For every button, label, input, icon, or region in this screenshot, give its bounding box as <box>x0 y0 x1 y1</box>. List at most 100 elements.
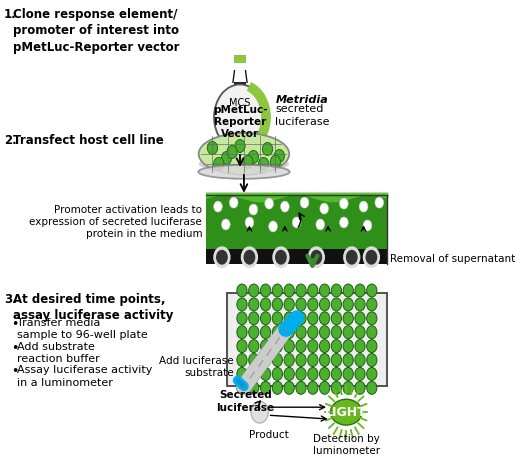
Circle shape <box>270 155 281 168</box>
Circle shape <box>331 298 341 311</box>
Circle shape <box>296 353 306 366</box>
Circle shape <box>249 353 259 366</box>
Circle shape <box>331 284 341 297</box>
Circle shape <box>343 326 353 339</box>
Circle shape <box>343 298 353 311</box>
Circle shape <box>355 326 365 339</box>
Circle shape <box>272 367 283 380</box>
Circle shape <box>339 217 348 228</box>
Circle shape <box>248 151 259 164</box>
Circle shape <box>307 246 325 268</box>
Circle shape <box>237 382 247 394</box>
Circle shape <box>249 367 259 380</box>
Circle shape <box>249 312 259 325</box>
Text: Metridia: Metridia <box>276 95 328 105</box>
Circle shape <box>331 353 341 366</box>
Circle shape <box>363 220 372 231</box>
Circle shape <box>355 340 365 353</box>
Circle shape <box>229 197 238 208</box>
Bar <box>234 82 246 91</box>
Circle shape <box>261 382 271 394</box>
Text: At desired time points,
assay luciferase activity: At desired time points, assay luciferase… <box>13 293 174 322</box>
Circle shape <box>359 201 368 212</box>
Text: Add luciferase
substrate: Add luciferase substrate <box>159 356 234 378</box>
Circle shape <box>263 142 272 155</box>
Circle shape <box>307 382 318 394</box>
Circle shape <box>249 284 259 297</box>
Text: •: • <box>11 365 19 378</box>
Circle shape <box>319 382 330 394</box>
Circle shape <box>320 203 329 214</box>
Circle shape <box>249 326 259 339</box>
Text: Removal of supernatant: Removal of supernatant <box>389 254 515 264</box>
Circle shape <box>237 326 247 339</box>
Ellipse shape <box>331 399 362 425</box>
Text: Product: Product <box>249 430 289 440</box>
Circle shape <box>284 367 294 380</box>
Circle shape <box>254 404 261 412</box>
Circle shape <box>296 340 306 353</box>
Ellipse shape <box>199 133 289 175</box>
Circle shape <box>284 353 294 366</box>
Circle shape <box>346 250 357 265</box>
Ellipse shape <box>199 155 289 173</box>
Text: Detection by
luminometer: Detection by luminometer <box>313 434 380 456</box>
Circle shape <box>241 246 258 268</box>
Circle shape <box>367 298 377 311</box>
Text: pMetLuc-
Reporter
Vector: pMetLuc- Reporter Vector <box>213 105 267 139</box>
Circle shape <box>249 382 259 394</box>
Circle shape <box>343 367 353 380</box>
FancyBboxPatch shape <box>227 293 387 386</box>
Circle shape <box>272 382 283 394</box>
Circle shape <box>307 326 318 339</box>
Circle shape <box>296 326 306 339</box>
Circle shape <box>259 158 269 170</box>
Circle shape <box>296 382 306 394</box>
Circle shape <box>272 326 283 339</box>
Circle shape <box>367 326 377 339</box>
Circle shape <box>237 353 247 366</box>
Circle shape <box>216 250 228 265</box>
Text: •: • <box>11 318 19 331</box>
Circle shape <box>355 312 365 325</box>
Circle shape <box>339 198 348 209</box>
Circle shape <box>261 340 271 353</box>
Circle shape <box>251 401 268 423</box>
Circle shape <box>284 326 294 339</box>
Circle shape <box>274 150 284 162</box>
Circle shape <box>245 217 254 228</box>
Text: •: • <box>11 342 19 355</box>
Circle shape <box>355 353 365 366</box>
Text: LIGHT: LIGHT <box>325 406 367 419</box>
Circle shape <box>343 340 353 353</box>
Circle shape <box>281 201 289 212</box>
Circle shape <box>319 340 330 353</box>
Circle shape <box>296 298 306 311</box>
Circle shape <box>367 284 377 297</box>
Circle shape <box>214 201 222 212</box>
Circle shape <box>331 367 341 380</box>
Circle shape <box>261 284 271 297</box>
Circle shape <box>293 217 301 228</box>
Circle shape <box>284 382 294 394</box>
Text: Transfect host cell line: Transfect host cell line <box>13 134 164 147</box>
Circle shape <box>249 340 259 353</box>
Text: 2.: 2. <box>4 134 16 147</box>
Circle shape <box>343 246 360 268</box>
Circle shape <box>363 246 380 268</box>
Circle shape <box>316 219 324 230</box>
Circle shape <box>237 340 247 353</box>
Circle shape <box>214 85 266 150</box>
Bar <box>206 249 387 264</box>
Circle shape <box>296 312 306 325</box>
Circle shape <box>343 312 353 325</box>
Bar <box>206 195 387 249</box>
Circle shape <box>319 312 330 325</box>
Circle shape <box>213 246 231 268</box>
Circle shape <box>355 382 365 394</box>
Circle shape <box>367 312 377 325</box>
Circle shape <box>366 250 377 265</box>
Circle shape <box>296 284 306 297</box>
Circle shape <box>249 298 259 311</box>
Circle shape <box>331 326 341 339</box>
